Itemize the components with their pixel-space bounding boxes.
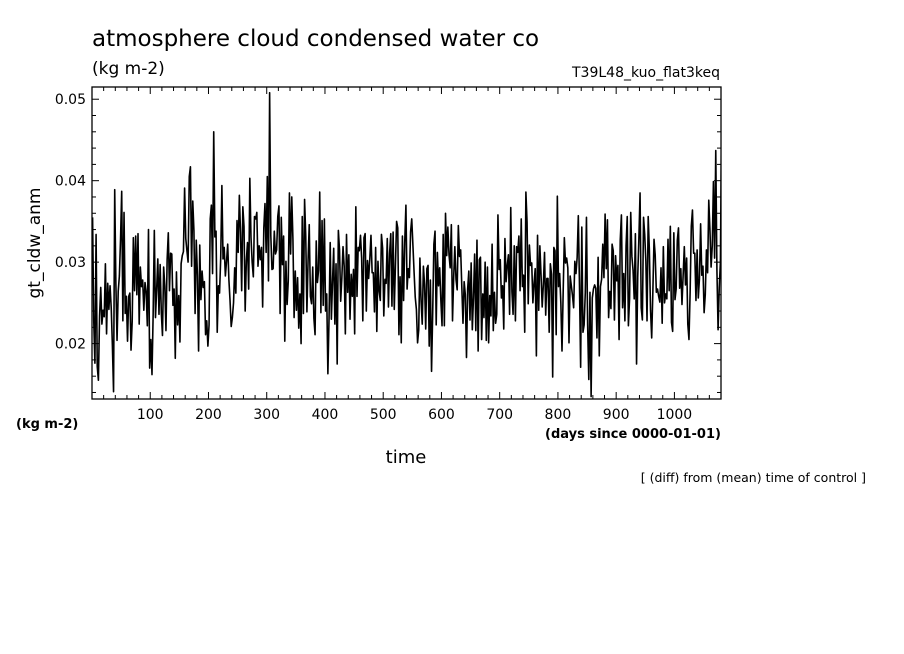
x-axis-units: (days since 0000-01-01)	[545, 427, 721, 442]
x-tick-label: 500	[370, 407, 397, 423]
y-axis-units: (kg m-2)	[16, 417, 78, 432]
series-line-gt_cldw_anm	[92, 91, 721, 398]
x-tick-label: 200	[195, 407, 222, 423]
x-tick-label: 800	[545, 407, 572, 423]
y-tick-label: 0.02	[55, 337, 86, 353]
y-tick-label: 0.03	[55, 255, 86, 271]
y-tick-label: 0.04	[55, 174, 86, 190]
x-axis-label: time	[386, 447, 427, 468]
x-tick-label: 900	[603, 407, 630, 423]
title-units: (kg m-2)	[92, 59, 165, 79]
x-tick-label: 100	[137, 407, 164, 423]
x-tick-label: 400	[312, 407, 339, 423]
experiment-label: T39L48_kuo_flat3keq	[571, 65, 720, 81]
diff-note: [ (diff) from (mean) time of control ]	[641, 470, 866, 485]
chart-title: atmosphere cloud condensed water co	[92, 26, 539, 52]
y-tick-label: 0.05	[55, 92, 86, 108]
y-axis-label: gt_cldw_anm	[25, 188, 45, 299]
x-tick-label: 1000	[657, 407, 693, 423]
x-tick-label: 300	[253, 407, 280, 423]
x-tick-label: 600	[428, 407, 455, 423]
x-tick-label: 700	[486, 407, 513, 423]
plot-area: 100 200 300 400 500 600 700 800 900 1000 0.02 0.03 0…	[55, 86, 722, 423]
